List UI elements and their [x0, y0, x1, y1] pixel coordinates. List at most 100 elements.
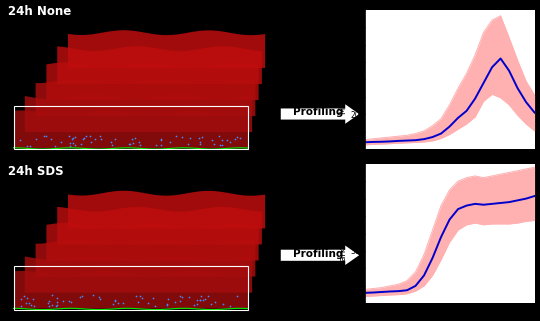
- Point: [110, 299, 119, 304]
- Point: [207, 302, 215, 307]
- Point: [79, 136, 88, 141]
- Point: [96, 134, 105, 139]
- Point: [25, 301, 33, 306]
- Point: [16, 304, 25, 309]
- Point: [230, 136, 239, 142]
- Point: [66, 141, 75, 146]
- Bar: [14, 106, 248, 149]
- Point: [197, 294, 205, 299]
- Point: [151, 142, 160, 147]
- Point: [82, 134, 91, 139]
- Point: [176, 293, 184, 299]
- Point: [87, 140, 96, 145]
- Point: [52, 296, 61, 301]
- Point: [110, 136, 119, 141]
- Point: [26, 143, 35, 149]
- Point: [27, 303, 36, 308]
- Point: [185, 294, 194, 299]
- Point: [42, 133, 50, 138]
- Point: [218, 143, 227, 148]
- Point: [43, 300, 52, 305]
- Point: [20, 293, 29, 298]
- Y-axis label: Marker intensity: Marker intensity: [339, 199, 348, 268]
- Point: [136, 294, 145, 299]
- Point: [78, 137, 87, 142]
- Point: [232, 135, 241, 140]
- Point: [96, 296, 104, 301]
- Point: [178, 294, 186, 299]
- Point: [165, 140, 174, 145]
- Point: [52, 300, 61, 305]
- Point: [71, 143, 79, 148]
- Point: [45, 304, 53, 309]
- Point: [78, 293, 86, 299]
- Point: [108, 143, 117, 148]
- Point: [185, 135, 194, 140]
- Point: [66, 143, 75, 148]
- Point: [226, 303, 234, 308]
- Point: [156, 137, 165, 142]
- Point: [162, 301, 171, 307]
- Point: [51, 143, 59, 148]
- Point: [151, 304, 159, 309]
- Text: Profiling: Profiling: [293, 248, 343, 259]
- Point: [218, 137, 227, 143]
- Point: [29, 297, 37, 302]
- Point: [198, 134, 206, 139]
- Point: [77, 142, 86, 147]
- Point: [199, 297, 207, 302]
- Point: [89, 293, 98, 298]
- Point: [193, 297, 202, 302]
- Text: 24h SDS: 24h SDS: [8, 165, 64, 178]
- Point: [106, 140, 115, 145]
- Point: [193, 302, 202, 307]
- Point: [163, 302, 171, 307]
- Point: [136, 142, 144, 147]
- Point: [52, 303, 61, 308]
- Point: [30, 304, 39, 309]
- Point: [223, 138, 232, 143]
- X-axis label: Relative distance: Relative distance: [413, 165, 486, 174]
- Point: [65, 298, 73, 303]
- Point: [124, 141, 133, 146]
- Point: [109, 301, 117, 306]
- Point: [131, 135, 139, 141]
- Point: [126, 142, 134, 147]
- Point: [214, 133, 223, 138]
- Point: [132, 293, 141, 299]
- Point: [47, 136, 56, 141]
- Point: [64, 134, 73, 139]
- Point: [207, 137, 216, 143]
- Point: [200, 296, 209, 301]
- X-axis label: Relative distance: Relative distance: [413, 319, 486, 321]
- Point: [134, 300, 143, 305]
- Point: [68, 136, 77, 141]
- Point: [172, 134, 181, 139]
- Point: [164, 297, 172, 302]
- Point: [97, 136, 106, 141]
- Point: [218, 301, 227, 307]
- Point: [195, 141, 204, 146]
- Point: [129, 141, 138, 146]
- Point: [118, 301, 127, 306]
- Point: [86, 133, 94, 138]
- Point: [210, 142, 219, 147]
- Point: [195, 297, 204, 302]
- Point: [195, 136, 204, 141]
- Point: [23, 296, 31, 301]
- Point: [144, 300, 152, 306]
- Point: [22, 300, 31, 305]
- Point: [195, 140, 204, 145]
- Point: [127, 136, 136, 141]
- Point: [190, 302, 199, 307]
- Point: [16, 296, 25, 301]
- Point: [39, 134, 48, 139]
- Point: [233, 294, 242, 299]
- Point: [204, 294, 213, 299]
- Point: [195, 297, 204, 302]
- Point: [70, 134, 79, 139]
- Point: [44, 298, 53, 303]
- Point: [110, 297, 119, 302]
- Point: [32, 137, 40, 142]
- Point: [134, 139, 143, 144]
